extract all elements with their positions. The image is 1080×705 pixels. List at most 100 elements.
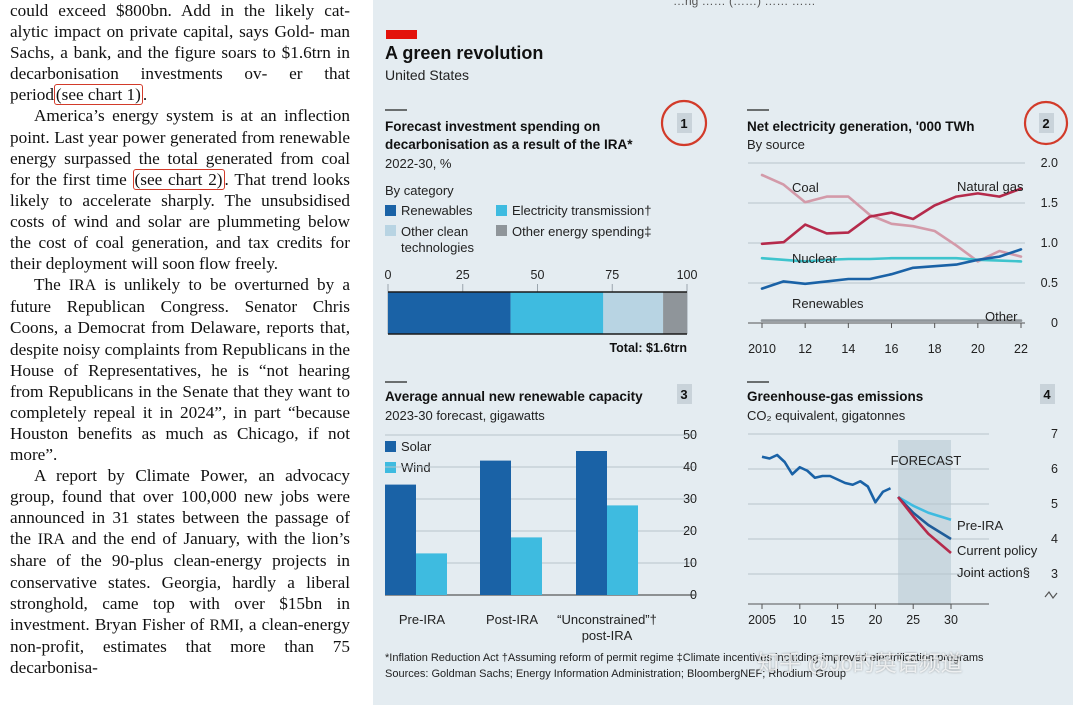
series-label-joint-action: Joint action§ (957, 565, 1030, 580)
article-text: and the end of January, with the lion’s … (10, 529, 350, 634)
legend-swatch-solar (385, 441, 396, 452)
chart-2-subtitle: By source (747, 137, 805, 152)
article-paragraph-3: The IRA is unlikely to be overturned by … (10, 274, 350, 465)
x-tick-label: 12 (798, 342, 812, 356)
chart-4: Greenhouse-gas emissions CO₂ equivalent,… (747, 381, 1058, 627)
chart-1-subtitle: 2022-30, % (385, 156, 452, 171)
article-line: alytic impact on private capital, says G… (10, 22, 315, 42)
bar (416, 553, 447, 595)
article-text: A report by Climate Power, an advocacy g… (10, 466, 350, 549)
x-tick-label: 0 (385, 268, 392, 282)
bar (607, 505, 638, 595)
category-label-unconstrained-line-1: “Unconstrained”† (557, 612, 657, 627)
y-tick-label: 4 (1051, 532, 1058, 546)
y-tick-label: 0 (1051, 316, 1058, 330)
rmi-abbreviation: RMI (209, 616, 240, 634)
y-tick-label: 40 (683, 460, 697, 474)
x-tick-label: 20 (868, 613, 882, 627)
chart-footnotes: *Inflation Reduction Act †Assuming refor… (385, 650, 984, 682)
legend-label-other-clean-line-1: Other clean (401, 224, 468, 239)
x-tick-label: 14 (841, 342, 855, 356)
category-label-post-ira: Post-IRA (486, 612, 538, 627)
chart-1-number-box (677, 113, 692, 133)
y-tick-label: 3 (1051, 567, 1058, 581)
article-paragraph-1: could exceed $800bn. Add in the likely c… (10, 0, 350, 106)
charts-canvas: Forecast investment spending on decarbon… (385, 99, 1069, 643)
series-label-natural-gas: Natural gas (957, 179, 1024, 194)
article-line: $1.6trn in decarbonisation investments o… (10, 43, 350, 84)
chart-1-number-circle (660, 99, 708, 147)
y-tick-label: 6 (1051, 462, 1058, 476)
chart-1-title-line-2: decarbonisation as a result of the IRA* (385, 137, 633, 152)
chart-3-number: 3 (680, 387, 687, 402)
x-tick-label: 20 (971, 342, 985, 356)
bar (385, 484, 416, 595)
chart-3-title: Average annual new renewable capacity (385, 389, 643, 404)
legend-label-renewables: Renewables (401, 203, 473, 218)
bar (576, 451, 607, 595)
x-tick-label: 100 (677, 268, 698, 282)
y-tick-label: 2.0 (1041, 156, 1058, 170)
forecast-line (897, 496, 952, 554)
watermark: 知乎 @Jo的英语频道 (757, 651, 963, 676)
category-label-pre-ira: Pre-IRA (399, 612, 446, 627)
x-tick-label: 16 (885, 342, 899, 356)
series-label-coal: Coal (792, 180, 819, 195)
x-tick-label: 22 (1014, 342, 1028, 356)
series-line (760, 248, 1023, 290)
x-tick-label: 15 (831, 613, 845, 627)
x-tick-label: 2005 (748, 613, 776, 627)
chart-1-number: 1 (680, 116, 687, 131)
x-tick-label: 30 (944, 613, 958, 627)
y-tick-label: 5 (1051, 497, 1058, 511)
x-tick-label: 25 (456, 268, 470, 282)
footnote-sources: Sources: Goldman Sachs; Energy Informati… (385, 668, 846, 680)
footnote-definitions: *Inflation Reduction Act †Assuming refor… (385, 652, 984, 664)
infographic-subtitle: United States (385, 67, 470, 83)
x-tick-label: 18 (928, 342, 942, 356)
series-line (760, 173, 1023, 263)
article-line: man Sachs, a bank, and the figure soars … (10, 22, 350, 63)
legend-swatch-transmission (496, 205, 507, 216)
series-line (760, 187, 1023, 246)
series-label-pre-ira: Pre-IRA (957, 518, 1004, 533)
chart-1-reference-link[interactable]: (see chart 1) (53, 84, 143, 106)
x-tick-label: 50 (531, 268, 545, 282)
article-text: is unlikely to be overturned by a future… (10, 275, 350, 464)
chart-2-lines (760, 173, 1023, 322)
chart-4-number: 4 (1043, 387, 1051, 402)
y-tick-label: 1.5 (1041, 196, 1058, 210)
article-line: er that period (10, 64, 350, 105)
chart-2-title: Net electricity generation, '000 TWh (747, 119, 975, 134)
legend-swatch-other-clean (385, 225, 396, 236)
legend-swatch-other-energy (496, 225, 507, 236)
y-tick-label: 1.0 (1041, 236, 1058, 250)
chart-2-reference-link[interactable]: (see chart 2) (132, 168, 225, 190)
chart-4-number-box (1040, 384, 1055, 404)
bar-segment (510, 292, 604, 334)
article-text: , a clean-energy non-profit, estimates t… (10, 614, 350, 677)
chart-4-subtitle: CO₂ equivalent, gigatonnes (747, 408, 906, 423)
chart-2-number-box (1039, 113, 1054, 133)
brand-red-bar (386, 30, 417, 39)
series-label-current-policy: Current policy (957, 543, 1038, 558)
y-tick-label: 10 (683, 556, 697, 570)
chart-3: Average annual new renewable capacity 20… (385, 381, 697, 643)
legend-label-transmission: Electricity transmission† (512, 203, 651, 218)
axis-break-icon (1044, 590, 1058, 600)
chart-4-title: Greenhouse-gas emissions (747, 389, 923, 404)
series-label-other: Other (985, 309, 1018, 324)
series-label-nuclear: Nuclear (792, 251, 837, 266)
y-tick-label: 50 (683, 428, 697, 442)
chart-1-legend-title: By category (385, 183, 454, 198)
legend-label-solar: Solar (401, 439, 432, 454)
chart-1-title-line-1: Forecast investment spending on (385, 119, 600, 134)
y-tick-label: 20 (683, 524, 697, 538)
chart-1-stacked-bar (388, 291, 687, 335)
chart-4-lines (761, 453, 952, 554)
legend-swatch-renewables (385, 205, 396, 216)
chart-1-total-label: Total: $1.6trn (609, 341, 687, 355)
x-tick-label: 2010 (748, 342, 776, 356)
legend-label-other-energy: Other energy spending‡ (512, 224, 651, 239)
article-text: America’s energy system is at an inflect… (10, 106, 350, 189)
